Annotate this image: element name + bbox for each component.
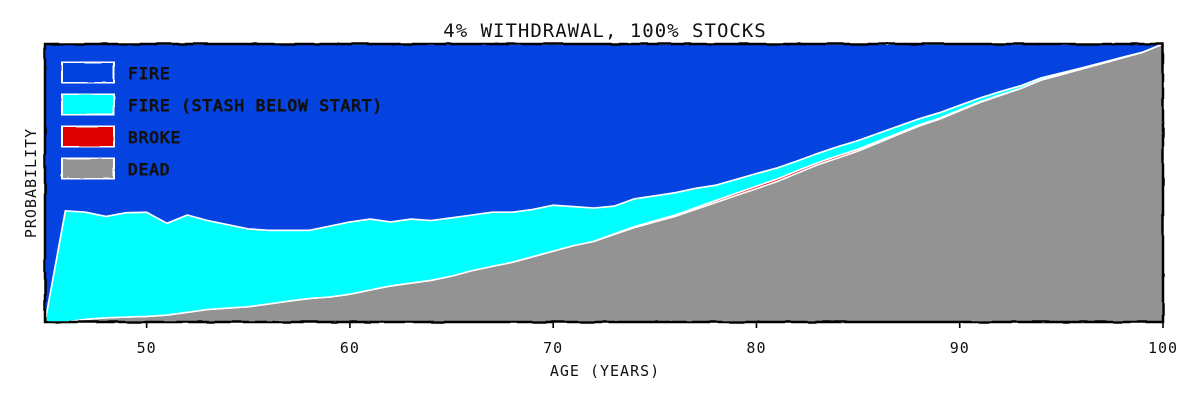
y-axis-label: PROBABILITY [22,128,40,238]
legend-swatch-fire [61,61,115,84]
x-tick-label: 50 [137,339,157,357]
plot-areas [44,43,1164,323]
legend: FIRE FIRE (STASH BELOW START) BROKE DEAD [61,61,383,180]
legend-label-dead: DEAD [128,160,171,179]
legend-swatch-fire-stash-below-start [61,93,115,116]
x-tick-label: 60 [340,339,360,357]
x-axis-ticks: 50 60 70 80 90 100 [137,322,1178,357]
legend-swatch-broke [61,125,115,148]
chart-title: 4% WITHDRAWAL, 100% STOCKS [443,20,766,42]
legend-label-fire-stash-below-start: FIRE (STASH BELOW START) [128,96,383,115]
x-tick-label: 80 [746,339,766,357]
legend-swatch-dead [61,157,115,180]
x-tick-label: 70 [543,339,563,357]
plot-frame [43,42,1165,324]
legend-label-broke: BROKE [128,128,181,147]
x-tick-label: 90 [950,339,970,357]
x-tick-label: 100 [1148,339,1178,357]
x-axis-label: AGE (YEARS) [550,362,660,380]
legend-label-fire: FIRE [128,64,171,83]
